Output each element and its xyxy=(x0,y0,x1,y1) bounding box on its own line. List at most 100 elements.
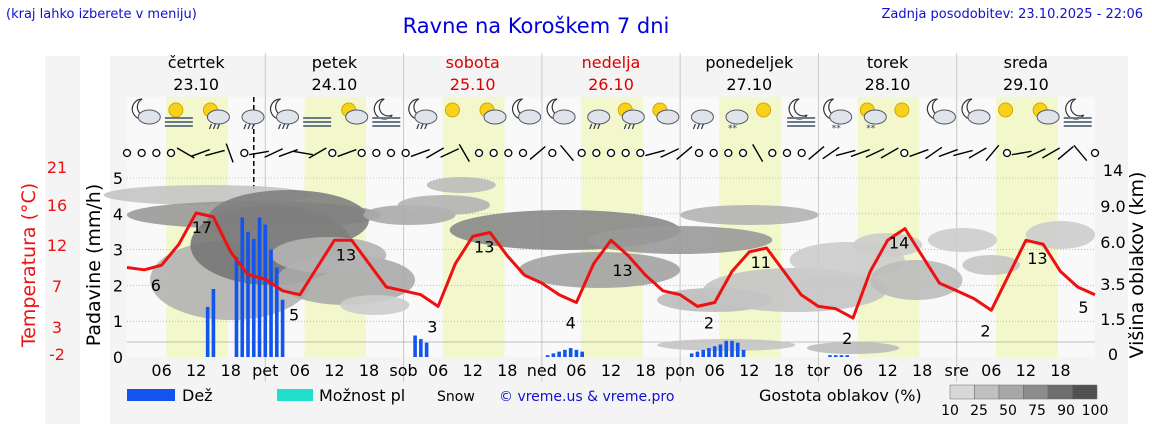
wind-barb-icon xyxy=(676,146,693,160)
calm-wind-icon xyxy=(357,148,366,158)
wind-barb-icon xyxy=(190,148,210,158)
day-date: 24.10 xyxy=(312,75,358,94)
sun-cloud-icon xyxy=(1032,102,1060,125)
day-abbrev: pon xyxy=(665,361,695,380)
page-title: Ravne na Koroškem 7 dni xyxy=(402,14,670,38)
temp-data-label: 13 xyxy=(474,237,494,256)
possible-legend-label: Možnost pl xyxy=(319,386,405,405)
day-name: sobota xyxy=(446,53,500,72)
hour-tick: 06 xyxy=(843,361,863,380)
calm-wind-icon xyxy=(1090,148,1100,158)
calm-wind-icon xyxy=(548,148,557,158)
cloud-density-swatch xyxy=(1072,384,1098,400)
precip-tick: 4 xyxy=(113,205,123,224)
sun-snow-icon: ** xyxy=(859,102,887,134)
temp-data-label: 14 xyxy=(889,234,909,253)
calm-wind-icon xyxy=(738,148,748,158)
temp-data-label: 5 xyxy=(289,306,299,325)
wind-barb-icon xyxy=(293,150,313,156)
credit-text: © vreme.us & vreme.pro xyxy=(499,389,674,405)
day-abbrev: sob xyxy=(389,361,417,380)
temp-data-label: 2 xyxy=(980,321,990,340)
calm-wind-icon xyxy=(240,148,249,158)
hour-tick: 12 xyxy=(739,361,759,380)
day-date: 28.10 xyxy=(865,75,911,94)
cloud-density-swatch xyxy=(1023,384,1049,400)
temp-data-label: 13 xyxy=(612,261,632,280)
day-date: 25.10 xyxy=(450,75,496,94)
cloud-density-tick: 75 xyxy=(1028,403,1046,419)
day-date: 27.10 xyxy=(726,75,772,94)
wind-barb-icon xyxy=(985,144,1000,162)
calm-wind-icon xyxy=(1002,148,1012,158)
temp-data-label: 4 xyxy=(566,314,576,333)
hour-tick: 12 xyxy=(877,361,897,380)
wind-barb-icon xyxy=(1011,150,1032,156)
day-name: ponedeljek xyxy=(705,53,794,72)
calm-wind-icon xyxy=(372,148,381,158)
calm-wind-icon xyxy=(621,148,630,158)
hour-tick: 12 xyxy=(186,361,206,380)
rain-bar xyxy=(205,306,210,357)
rain-bar xyxy=(580,351,584,357)
calm-wind-icon xyxy=(152,148,161,158)
cloud-density-tick: 100 xyxy=(1082,403,1109,419)
hour-tick: 06 xyxy=(151,361,171,380)
calm-wind-icon xyxy=(577,148,586,158)
sun-icon xyxy=(894,102,910,118)
hour-tick: 06 xyxy=(428,361,448,380)
wind-barb-icon xyxy=(205,149,225,157)
temp-data-label: 17 xyxy=(192,218,212,237)
wind-barb-icon xyxy=(529,146,546,160)
possible-legend-swatch xyxy=(277,389,313,401)
temp-data-label: 3 xyxy=(427,317,437,336)
rain-legend-label: Dež xyxy=(182,386,213,405)
rain-bar xyxy=(689,353,694,357)
temp-tick: 7 xyxy=(52,277,62,296)
sun-cloud-icon xyxy=(479,102,507,125)
rain-bar xyxy=(568,348,573,357)
rain-bar xyxy=(234,256,239,357)
cloud-height-tick: 6.0 xyxy=(1100,233,1125,252)
precip-tick: 1 xyxy=(113,312,123,331)
wind-barb-icon xyxy=(278,148,298,158)
rain-bar xyxy=(275,267,279,357)
precip-tick: 5 xyxy=(113,169,123,188)
rain-bar xyxy=(730,340,734,357)
rain-bar xyxy=(712,346,717,357)
hour-tick: 12 xyxy=(324,361,344,380)
moon-fog-icon xyxy=(1063,98,1092,127)
cloud-blob xyxy=(587,226,773,254)
day-name: nedelja xyxy=(582,53,641,72)
moon-rain-icon xyxy=(269,98,300,130)
rain-bar xyxy=(839,355,844,357)
calm-wind-icon xyxy=(328,148,337,158)
rain-bar xyxy=(246,231,250,357)
day-name: torek xyxy=(867,53,909,72)
svg-text:**: ** xyxy=(832,124,842,134)
cloud-density-tick: 10 xyxy=(941,403,959,419)
day-abbrev: pet xyxy=(252,361,278,380)
wind-barb-icon xyxy=(1057,146,1074,160)
wind-barb-icon xyxy=(880,147,899,159)
rain-bar xyxy=(269,249,273,357)
cloud-blob xyxy=(426,177,496,193)
wind-barb-icon xyxy=(458,143,470,163)
snow-legend-label: Snow xyxy=(437,389,475,405)
hour-tick: 18 xyxy=(912,361,932,380)
cloud-blob xyxy=(518,252,681,288)
region-hint: (kraj lahko izberete v meniju) xyxy=(6,7,197,22)
cloud-height-tick: 0 xyxy=(1108,345,1118,364)
rain-bar xyxy=(251,238,256,357)
rain-bar xyxy=(413,335,417,357)
wind-barb-icon xyxy=(953,149,973,157)
left-axis-panel xyxy=(45,56,80,424)
calm-wind-icon xyxy=(636,148,645,158)
moon-snow-icon: ** xyxy=(823,98,853,134)
rain-bar xyxy=(845,355,850,357)
temp-tick: 12 xyxy=(47,236,67,255)
wind-barb-icon xyxy=(925,146,943,160)
rain-bar xyxy=(280,299,285,357)
precip-tick: 0 xyxy=(113,348,123,367)
calm-wind-icon xyxy=(518,148,528,158)
